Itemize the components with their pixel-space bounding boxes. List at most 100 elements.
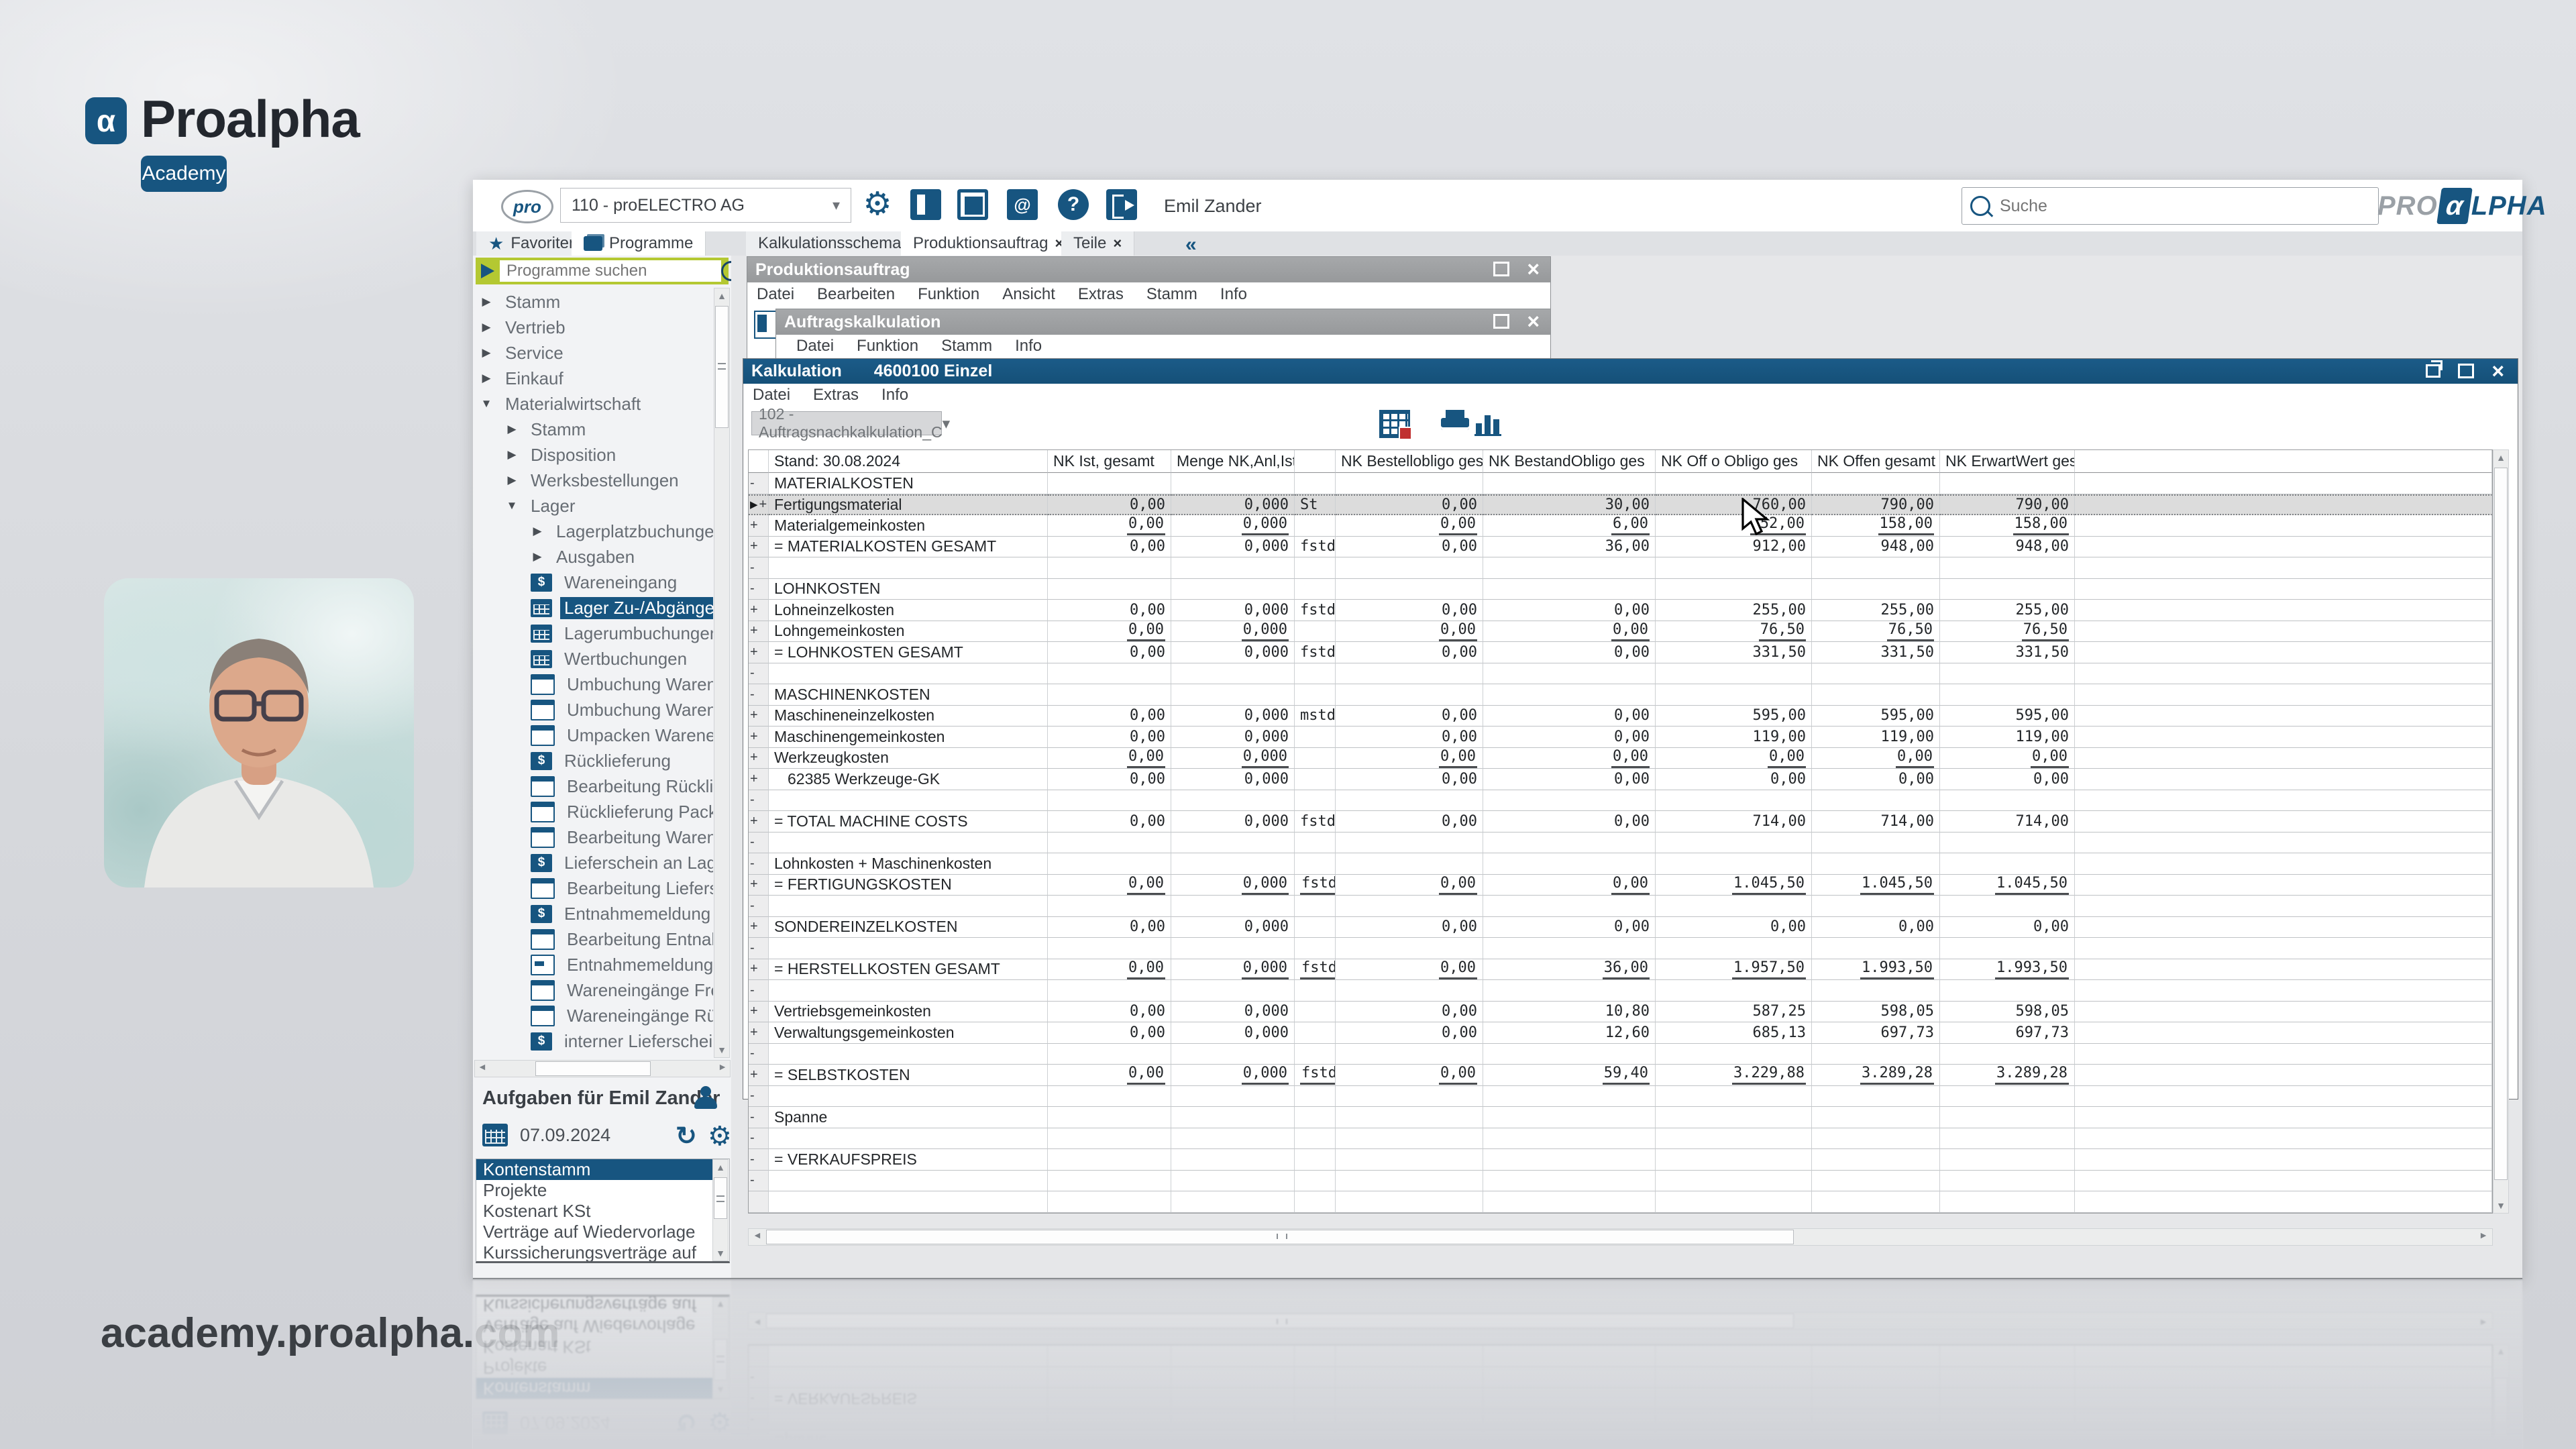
column-header[interactable]: NK Off o Obligo ges — [1656, 450, 1812, 473]
settings-icon[interactable]: ⚙ — [863, 186, 892, 222]
calendar-icon[interactable] — [482, 1124, 508, 1146]
table-tool-icon[interactable] — [1379, 410, 1412, 440]
sidebar-item-wareneingang[interactable]: $ Wareneingang — [531, 570, 681, 595]
sidebar-item-bearbeitung-entnahmem[interactable]: Bearbeitung Entnahmem — [531, 926, 713, 952]
table-row[interactable]: + Maschineneinzelkosten 0,00 0,000 mstd 0,00 0… — [749, 705, 2492, 727]
menu-item[interactable]: Datei — [796, 337, 835, 355]
restore-icon[interactable] — [2426, 360, 2443, 378]
table-row[interactable]: - — [749, 980, 2492, 1002]
help-icon[interactable]: ? — [1058, 189, 1089, 220]
scrollbar-thumb[interactable] — [2494, 468, 2508, 1180]
window-title-bar[interactable]: Auftragskalkulation — [776, 309, 1550, 335]
table-row[interactable]: - — [749, 1043, 2492, 1065]
scroll-left-icon[interactable]: ◄ — [753, 1230, 762, 1240]
column-header[interactable] — [1295, 450, 1336, 473]
collapse-tabs-icon[interactable]: « — [1185, 233, 1197, 256]
task-list-item[interactable]: Kurssicherungsverträge auf — [483, 1242, 696, 1263]
table-row[interactable]: - Lohnkosten + Maschinenkosten — [749, 853, 2492, 875]
scrollbar-thumb[interactable] — [766, 1230, 1794, 1244]
table-row[interactable]: - — [749, 1170, 2492, 1191]
sidebar-item-stamm[interactable]: ▶ Stamm — [480, 289, 564, 315]
scrollbar-thumb[interactable] — [714, 1177, 727, 1219]
column-header[interactable]: Stand: 30.08.2024 — [769, 450, 1048, 473]
scroll-down-icon[interactable]: ▼ — [716, 1248, 725, 1258]
table-row[interactable]: + = FERTIGUNGSKOSTEN 0,00 0,000 fstd 0,00 0,00… — [749, 874, 2492, 896]
menu-item[interactable]: Funktion — [857, 337, 919, 355]
close-tab-icon[interactable]: × — [1113, 235, 1122, 252]
sidebar-item-umpacken-wareneingang[interactable]: Umpacken Wareneingang — [531, 722, 713, 748]
column-header[interactable] — [2075, 450, 2492, 473]
maximize-icon[interactable] — [2458, 364, 2475, 378]
close-icon[interactable]: × — [1527, 257, 1540, 281]
chevron-collapsed-icon[interactable]: ▶ — [482, 372, 491, 384]
sidebar-item-lager[interactable]: ▼ Lager — [505, 493, 580, 519]
column-header[interactable]: NK ErwartWert ges — [1940, 450, 2075, 473]
tree-horizontal-scrollbar[interactable]: ◄ ► — [474, 1060, 731, 1077]
close-icon[interactable]: × — [1527, 309, 1540, 333]
doc-tab-teile[interactable]: Teile × — [1061, 231, 1135, 256]
menu-item[interactable]: Extras — [813, 385, 859, 404]
refresh-icon[interactable]: ↻ — [676, 1122, 697, 1150]
column-header[interactable]: NK Offen gesamt — [1812, 450, 1940, 473]
table-row[interactable]: + = SELBSTKOSTEN 0,00 0,000 fstd 0,00 59,40 3.2… — [749, 1065, 2492, 1086]
sidebar-item-disposition[interactable]: ▶ Disposition — [505, 442, 620, 468]
chevron-collapsed-icon[interactable]: ▶ — [507, 448, 517, 461]
calculation-scheme-select[interactable]: 102 - Auftragsnachkalkulation_C ▾ — [751, 405, 950, 441]
run-program-icon[interactable] — [481, 264, 494, 278]
table-row[interactable]: + Verwaltungsgemeinkosten 0,00 0,000 0,00 12,… — [749, 1022, 2492, 1044]
window-title-bar[interactable]: Produktionsauftrag — [747, 257, 1550, 282]
table-row[interactable]: - = VERKAUFSPREIS — [749, 1149, 2492, 1171]
scroll-left-icon[interactable]: ◄ — [478, 1061, 487, 1072]
menu-item[interactable]: Info — [1015, 337, 1042, 355]
menu-item[interactable]: Stamm — [1146, 285, 1197, 303]
table-row[interactable]: + Werkzeugkosten 0,00 0,000 0,00 0,00 0,00 0,00… — [749, 747, 2492, 769]
global-search[interactable] — [1962, 187, 2379, 225]
sidebar-item-wareneingänge-fremdlag[interactable]: Wareneingänge Fremdlag — [531, 977, 713, 1003]
sidebar-item-lieferschein-an-lager[interactable]: $ Lieferschein an Lager — [531, 850, 713, 875]
scroll-down-icon[interactable]: ▼ — [717, 1044, 727, 1055]
logout-icon[interactable] — [1106, 189, 1137, 220]
sidebar-item-interner-lieferschein[interactable]: $ interner Lieferschein — [531, 1028, 713, 1054]
table-row[interactable]: +62385 Werkzeuge-GK 0,00 0,000 0,00 0,00 0,00… — [749, 769, 2492, 790]
table-row[interactable]: - MATERIALKOSTEN — [749, 473, 2492, 494]
task-list-item[interactable]: Projekte — [483, 1180, 547, 1200]
column-header[interactable]: NK Bestellobligo ges — [1336, 450, 1483, 473]
table-row[interactable]: ▶ + Fertigungsmaterial 0,00 0,000 St 0,00 30,00… — [749, 494, 2492, 515]
sidebar-item-umbuchung-wareneinga[interactable]: Umbuchung Wareneinga — [531, 672, 713, 697]
sidebar-item-lager-zu-abgänge[interactable]: Lager Zu-/Abgänge★ — [531, 595, 713, 621]
table-row[interactable]: + = HERSTELLKOSTEN GESAMT 0,00 0,000 fstd 0,0… — [749, 959, 2492, 980]
sidebar-item-lagerplatzbuchungen[interactable]: ▶ Lagerplatzbuchungen — [531, 519, 713, 544]
sidebar-item-bearbeitung-lieferscheine[interactable]: Bearbeitung Lieferscheine — [531, 875, 713, 901]
sidebar-item-bearbeitung-wareneingä[interactable]: Bearbeitung Wareneingä — [531, 824, 713, 850]
scroll-up-icon[interactable]: ▲ — [716, 1162, 725, 1173]
sidebar-item-wertbuchungen[interactable]: Wertbuchungen — [531, 646, 691, 672]
program-search-input[interactable] — [500, 260, 721, 282]
scroll-right-icon[interactable]: ► — [2479, 1230, 2488, 1240]
print-icon[interactable] — [1441, 410, 1469, 434]
sidebar-item-bearbeitung-rücklieferun[interactable]: Bearbeitung Rücklieferun — [531, 773, 713, 799]
table-horizontal-scrollbar[interactable]: ◄ ► — [748, 1228, 2493, 1246]
scrollbar-thumb[interactable] — [535, 1061, 651, 1076]
table-row[interactable]: + = LOHNKOSTEN GESAMT 0,00 0,000 fstd 0,00 0,0… — [749, 642, 2492, 663]
window-title-bar[interactable]: Kalkulation 4600100 Einzel — [743, 359, 2518, 384]
table-row[interactable]: - Spanne — [749, 1107, 2492, 1128]
close-icon[interactable]: × — [2491, 359, 2504, 383]
column-header[interactable]: Menge NK,Anl,Ist — [1171, 450, 1295, 473]
maximize-icon[interactable] — [1493, 262, 1510, 276]
sidebar-item-entnahmemeldung-liefer[interactable]: $ Entnahmemeldung Liefer — [531, 901, 713, 926]
scroll-down-icon[interactable]: ▼ — [2496, 1200, 2506, 1211]
table-row[interactable]: + Lohngemeinkosten 0,00 0,000 0,00 0,00 76,50 7… — [749, 621, 2492, 642]
menu-item[interactable]: Funktion — [918, 285, 980, 303]
table-row[interactable]: - — [749, 790, 2492, 811]
table-row[interactable]: + SONDEREINZELKOSTEN 0,00 0,000 0,00 0,00 0,00… — [749, 916, 2492, 938]
sidebar-item-ausgaben[interactable]: ▶ Ausgaben — [531, 544, 639, 570]
sidebar-item-einkauf[interactable]: ▶ Einkauf — [480, 366, 568, 391]
contact-info-icon[interactable]: @ — [1007, 189, 1038, 220]
panel-left-icon[interactable] — [910, 189, 941, 220]
table-row[interactable]: + Vertriebsgemeinkosten 0,00 0,000 0,00 10,80… — [749, 1001, 2492, 1022]
chevron-collapsed-icon[interactable]: ▶ — [482, 295, 491, 308]
chevron-collapsed-icon[interactable]: ▶ — [507, 423, 517, 435]
doc-tab-produktionsauftrag[interactable]: Produktionsauftrag × — [901, 231, 1077, 256]
scrollbar-thumb[interactable] — [715, 306, 729, 428]
menu-item[interactable]: Ansicht — [1002, 285, 1055, 303]
